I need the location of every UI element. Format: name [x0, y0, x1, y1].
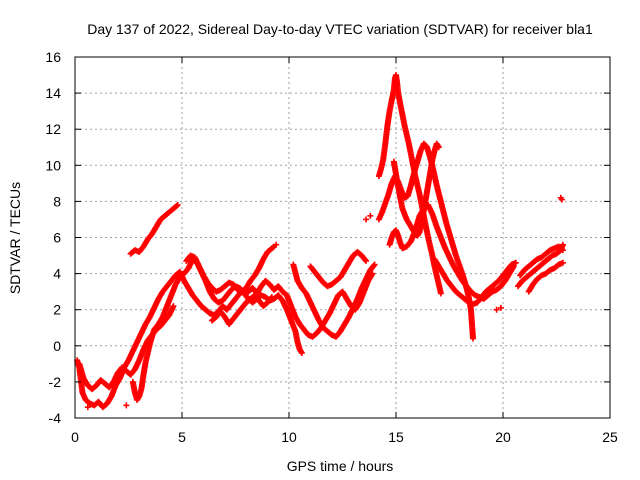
- data-point: [170, 303, 177, 310]
- x-axis-label: GPS time / hours: [287, 458, 394, 474]
- chart-title: Day 137 of 2022, Sidereal Day-to-day VTE…: [87, 21, 593, 37]
- y-tick-label: 0: [53, 338, 61, 354]
- y-tick-label: -4: [49, 410, 62, 426]
- x-tick-label: 25: [602, 429, 618, 445]
- data-point: [371, 261, 378, 268]
- data-point: [362, 256, 369, 263]
- data-point: [363, 257, 370, 264]
- data-point: [174, 202, 181, 209]
- y-tick-label: 16: [45, 49, 61, 65]
- y-tick-label: 2: [53, 302, 61, 318]
- y-tick-label: -2: [49, 374, 62, 390]
- data-point: [370, 262, 377, 269]
- y-tick-label: 12: [45, 121, 61, 137]
- data-point: [173, 202, 180, 209]
- data-point: [269, 244, 276, 251]
- x-tick-label: 15: [388, 429, 404, 445]
- x-tick-label: 20: [495, 429, 511, 445]
- y-tick-label: 6: [53, 230, 61, 246]
- x-tick-label: 0: [71, 429, 79, 445]
- y-tick-label: 8: [53, 193, 61, 209]
- x-tick-label: 5: [178, 429, 186, 445]
- y-tick-label: 4: [53, 266, 61, 282]
- data-point: [268, 295, 275, 302]
- y-tick-label: 10: [45, 157, 61, 173]
- y-tick-label: 14: [45, 85, 61, 101]
- data-point: [298, 350, 305, 357]
- x-tick-label: 10: [281, 429, 297, 445]
- data-point: [437, 290, 444, 297]
- data-points: [74, 72, 566, 411]
- data-point: [268, 294, 275, 301]
- data-point: [470, 335, 477, 342]
- y-axis-label: SDTVAR / TECUs: [7, 182, 23, 294]
